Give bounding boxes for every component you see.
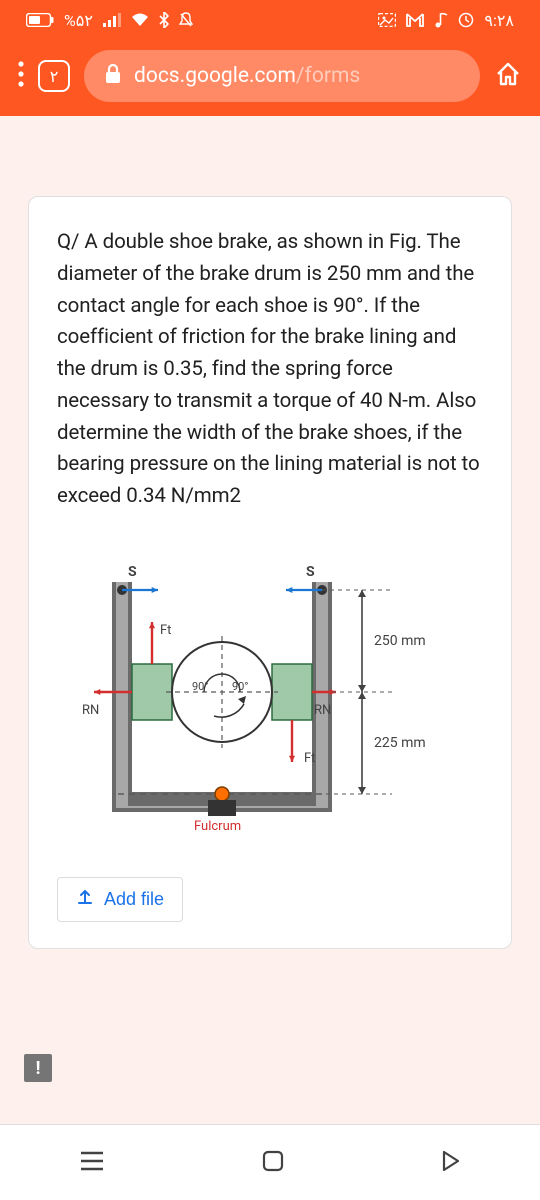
back-button[interactable] [441, 1149, 461, 1177]
battery-icon [26, 13, 54, 27]
music-icon [434, 12, 448, 28]
add-file-button[interactable]: Add file [57, 877, 183, 922]
svg-text:RN: RN [82, 703, 99, 718]
svg-text:RN: RN [314, 703, 331, 718]
content-area: Q/ A double shoe brake, as shown in Fig.… [0, 116, 540, 1200]
svg-text:S: S [128, 564, 137, 580]
home-icon[interactable] [494, 60, 522, 92]
svg-text:S: S [306, 564, 315, 580]
svg-text:250 mm: 250 mm [374, 633, 426, 649]
form-question-card: Q/ A double shoe brake, as shown in Fig.… [28, 196, 512, 949]
home-button[interactable] [262, 1150, 284, 1176]
status-left: %۵۲ [26, 11, 193, 30]
svg-text:Fulcrum: Fulcrum [194, 819, 241, 834]
browser-address-bar: ۲ docs.google.com/forms [0, 40, 540, 112]
lock-icon [104, 63, 122, 89]
feedback-chip[interactable]: ! [24, 1054, 52, 1082]
status-bar: %۵۲ ۹:۲۸ [0, 0, 540, 40]
signal-icon [103, 13, 121, 27]
status-time: ۹:۲۸ [484, 11, 514, 30]
clock-icon [458, 12, 474, 28]
svg-text:225 mm: 225 mm [374, 735, 426, 751]
more-menu-icon[interactable] [18, 61, 24, 91]
tab-count: ۲ [50, 67, 59, 86]
battery-text: %۵۲ [64, 11, 93, 30]
wifi-icon [131, 13, 149, 27]
url-text: docs.google.com/forms [134, 64, 360, 88]
bluetooth-icon [159, 12, 169, 28]
address-pill[interactable]: docs.google.com/forms [84, 50, 480, 102]
svg-text:Ft: Ft [160, 623, 171, 638]
brake-diagram: 90° 90° S S Ft Ft RN RN Fulcrum 250 mm 225 mm [57, 537, 483, 857]
svg-text:90°: 90° [192, 680, 208, 693]
question-text: Q/ A double shoe brake, as shown in Fig.… [57, 227, 483, 513]
system-nav-bar [0, 1124, 540, 1200]
recents-button[interactable] [79, 1150, 105, 1176]
svg-text:90°: 90° [232, 680, 248, 693]
status-right: ۹:۲۸ [378, 11, 514, 30]
upload-icon [76, 888, 94, 911]
gmail-icon [406, 13, 424, 27]
tabs-button[interactable]: ۲ [38, 60, 70, 92]
add-file-label: Add file [104, 889, 164, 910]
url-host: docs.google.com [134, 64, 296, 88]
url-path: /forms [296, 64, 360, 88]
svg-text:Ft: Ft [304, 751, 315, 766]
screenshot-icon [378, 13, 396, 27]
notification-icon [179, 12, 193, 28]
